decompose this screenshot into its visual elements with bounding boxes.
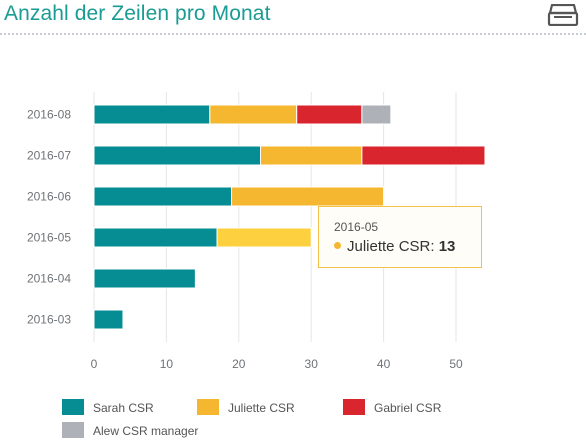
x-tick-label: 10 — [160, 357, 174, 371]
chart-title: Anzahl der Zeilen pro Monat — [4, 2, 271, 25]
bar-segment — [93, 309, 124, 330]
tooltip-series-name: Juliette CSR — [347, 238, 431, 255]
tooltip-value: 13 — [438, 238, 456, 255]
legend-label: Juliette CSR — [228, 401, 295, 415]
chart-legend: Sarah CSR Juliette CSR Gabriel CSR Alew CSR… — [62, 398, 582, 440]
bar-segment — [361, 104, 392, 125]
y-tick-label: 2016-08 — [27, 108, 71, 122]
legend-swatch — [343, 399, 365, 415]
bar-segment — [296, 104, 363, 125]
bar-segment — [93, 104, 211, 125]
bar-segment — [93, 186, 233, 207]
tray-icon[interactable] — [547, 4, 579, 26]
x-tick-label: 20 — [232, 357, 246, 371]
legend-label: Sarah CSR — [93, 401, 154, 415]
y-tick-label: 2016-06 — [27, 190, 71, 204]
bar-segment — [361, 145, 486, 166]
tooltip-line: Juliette CSR: 13 — [334, 238, 481, 255]
header-divider — [0, 33, 586, 35]
x-tick-label: 30 — [305, 357, 319, 371]
legend-swatch — [62, 399, 84, 415]
y-tick-label: 2016-07 — [27, 149, 71, 163]
legend-label: Gabriel CSR — [374, 401, 442, 415]
bar-segment — [231, 186, 385, 207]
bar-segment — [93, 268, 196, 289]
legend-swatch — [62, 422, 84, 438]
x-tick-label: 40 — [377, 357, 391, 371]
chart-tooltip: 2016-05 Juliette CSR: 13 — [318, 206, 482, 268]
y-tick-label: 2016-05 — [27, 231, 71, 245]
legend-swatch — [197, 399, 219, 415]
bar-segment — [209, 104, 298, 125]
bar-chart: 2016-08 2016-07 2016-06 2016-05 2016-04 2016-… — [27, 92, 486, 371]
bar-segment — [93, 227, 218, 248]
bar-segment — [260, 145, 363, 166]
tooltip-category: 2016-05 — [334, 220, 379, 234]
y-tick-label: 2016-04 — [27, 272, 71, 286]
tooltip-series-dot — [334, 241, 341, 249]
x-tick-label: 50 — [449, 357, 463, 371]
tooltip-separator: : — [430, 238, 439, 255]
bar-segment — [216, 227, 312, 248]
y-tick-label: 2016-03 — [27, 313, 71, 327]
x-tick-label: 0 — [91, 357, 98, 371]
chart-header: Anzahl der Zeilen pro Monat — [0, 0, 586, 40]
bar-segment — [93, 145, 262, 166]
legend-label: Alew CSR manager — [93, 424, 199, 438]
